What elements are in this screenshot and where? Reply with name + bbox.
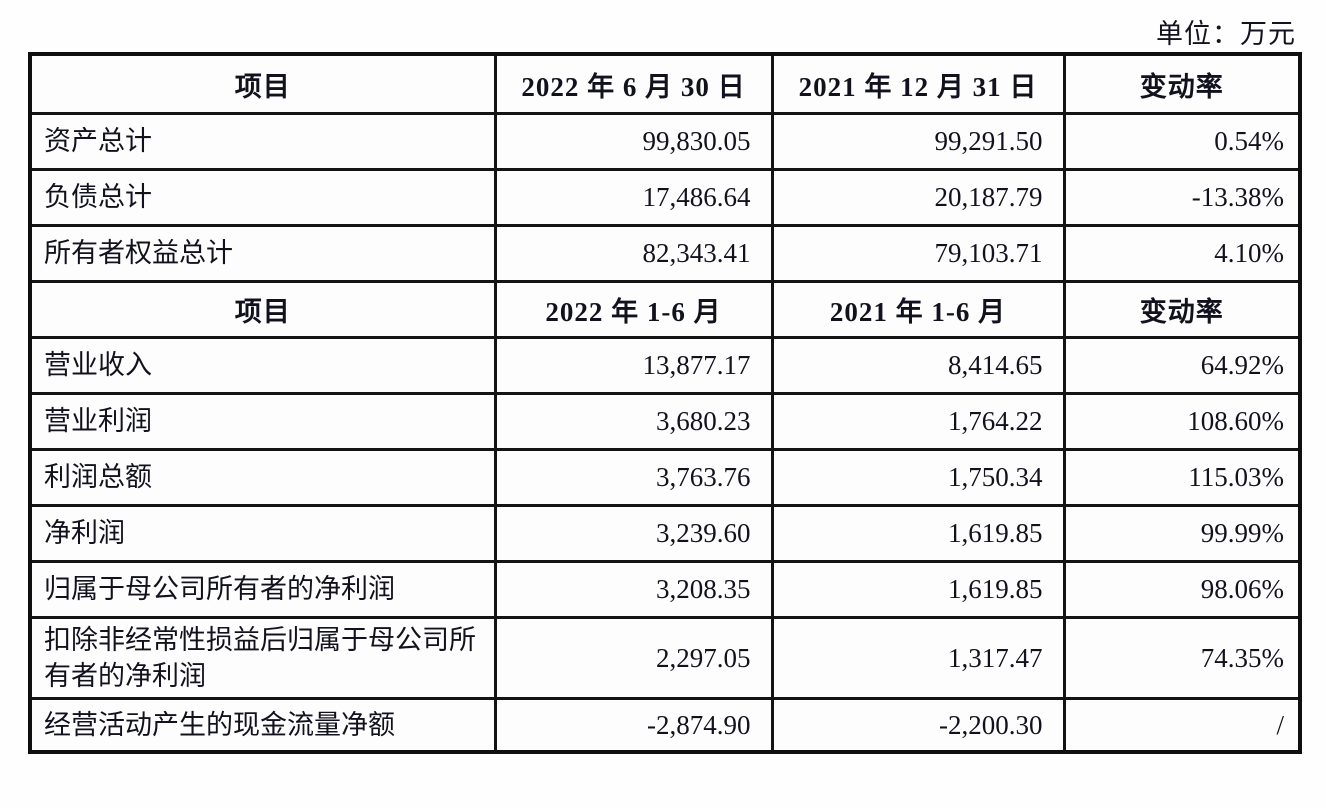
value-cell-period1: 3,208.35 (493, 560, 774, 619)
value-cell-period2: 1,619.85 (770, 504, 1066, 563)
header-row: 项目 2022 年 1-6 月 2021 年 1-6 月变动率 (28, 280, 1302, 339)
value-cell-period1: 99,830.05 (493, 112, 774, 171)
value-cell-period2: 1,750.34 (770, 448, 1066, 507)
value-cell-period1: -2,874.90 (493, 697, 774, 754)
value-cell-period1: 3,239.60 (493, 504, 774, 563)
value-cell-period2: 1,764.22 (770, 392, 1066, 451)
change-rate-cell: 64.92% (1062, 336, 1302, 395)
change-rate-cell: / (1062, 697, 1302, 754)
table-row: 利润总额 3,763.76 1,750.34 115.03% (28, 448, 1302, 507)
table-row: 营业利润 3,680.23 1,764.22 108.60% (28, 392, 1302, 451)
header-cell: 变动率 (1062, 280, 1302, 339)
value-cell-period1: 3,763.76 (493, 448, 774, 507)
change-rate-cell: 4.10% (1062, 224, 1302, 283)
table-row: 归属于母公司所有者的净利润 3,208.35 1,619.85 98.06% (28, 560, 1302, 619)
value-cell-period1: 2,297.05 (493, 616, 774, 700)
item-cell: 所有者权益总计 (28, 224, 497, 283)
value-cell-period2: 8,414.65 (770, 336, 1066, 395)
item-cell: 资产总计 (28, 112, 497, 171)
table-row: 所有者权益总计 82,343.41 79,103.71 4.10% (28, 224, 1302, 283)
value-cell-period1: 13,877.17 (493, 336, 774, 395)
table-row: 负债总计 17,486.64 20,187.79 -13.38% (28, 168, 1302, 227)
table-row: 营业收入 13,877.17 8,414.65 64.92% (28, 336, 1302, 395)
change-rate-cell: 0.54% (1062, 112, 1302, 171)
value-cell-period2: 20,187.79 (770, 168, 1066, 227)
header-cell: 项目 (28, 280, 497, 339)
item-cell: 经营活动产生的现金流量净额 (28, 697, 497, 754)
header-cell: 2021 年 1-6 月 (770, 280, 1066, 339)
header-cell: 2021 年 12 月 31 日 (770, 52, 1066, 115)
change-rate-cell: 98.06% (1062, 560, 1302, 619)
item-cell: 净利润 (28, 504, 497, 563)
item-cell: 归属于母公司所有者的净利润 (28, 560, 497, 619)
table-row: 资产总计 99,830.05 99,291.50 0.54% (28, 112, 1302, 171)
table-row: 经营活动产生的现金流量净额 -2,874.90 -2,200.30/ (28, 697, 1302, 754)
item-cell: 营业利润 (28, 392, 497, 451)
value-cell-period1: 82,343.41 (493, 224, 774, 283)
table-row: 净利润 3,239.60 1,619.85 99.99% (28, 504, 1302, 563)
item-cell: 负债总计 (28, 168, 497, 227)
table-body: 项目 2022 年 6 月 30 日 2021 年 12 月 31 日变动率 资产总计… (28, 52, 1302, 754)
value-cell-period2: 99,291.50 (770, 112, 1066, 171)
header-row: 项目 2022 年 6 月 30 日 2021 年 12 月 31 日变动率 (28, 52, 1302, 115)
table-row: 扣除非经常性损益后归属于母公司所有者的净利润 2,297.05 1,317.47 74… (28, 616, 1302, 700)
financial-summary-table: 项目 2022 年 6 月 30 日 2021 年 12 月 31 日变动率 资产总计… (28, 52, 1302, 754)
value-cell-period1: 17,486.64 (493, 168, 774, 227)
header-cell: 2022 年 1-6 月 (493, 280, 774, 339)
change-rate-cell: 115.03% (1062, 448, 1302, 507)
value-cell-period2: 1,317.47 (770, 616, 1066, 700)
change-rate-cell: 74.35% (1062, 616, 1302, 700)
header-cell: 变动率 (1062, 52, 1302, 115)
item-cell: 利润总额 (28, 448, 497, 507)
item-cell: 扣除非经常性损益后归属于母公司所有者的净利润 (28, 616, 497, 700)
value-cell-period2: 1,619.85 (770, 560, 1066, 619)
header-cell: 2022 年 6 月 30 日 (493, 52, 774, 115)
unit-label: 单位：万元 (1156, 19, 1296, 49)
item-cell: 营业收入 (28, 336, 497, 395)
change-rate-cell: -13.38% (1062, 168, 1302, 227)
change-rate-cell: 108.60% (1062, 392, 1302, 451)
value-cell-period2: 79,103.71 (770, 224, 1066, 283)
header-cell: 项目 (28, 52, 497, 115)
value-cell-period1: 3,680.23 (493, 392, 774, 451)
change-rate-cell: 99.99% (1062, 504, 1302, 563)
value-cell-period2: -2,200.30 (770, 697, 1066, 754)
